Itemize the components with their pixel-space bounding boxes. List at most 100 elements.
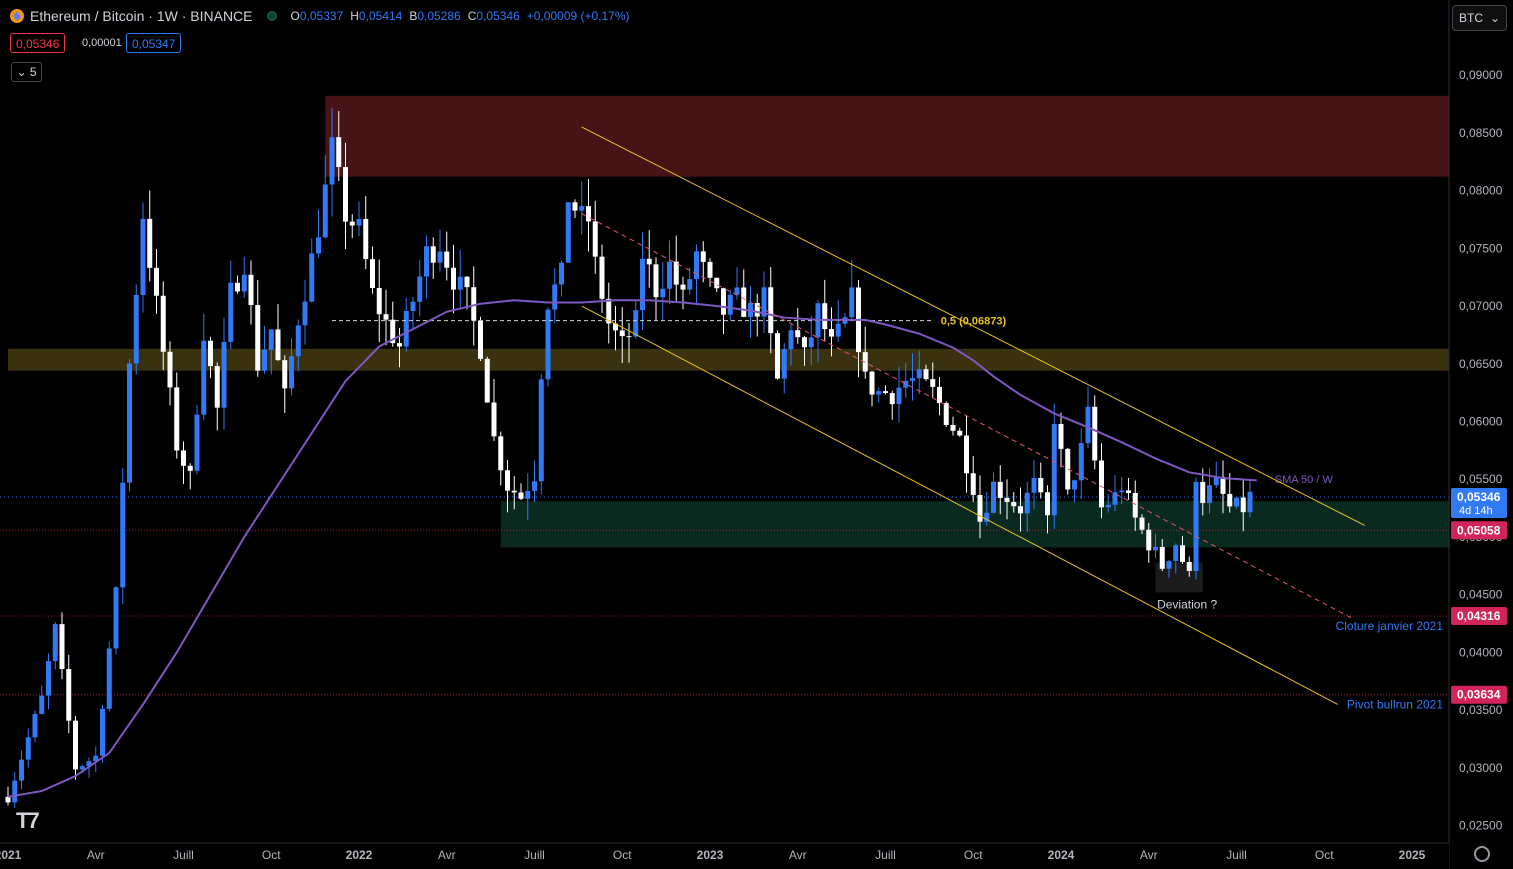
candle-body: [626, 336, 632, 338]
tradingview-logo-icon[interactable]: T7: [16, 808, 40, 833]
candle-body: [667, 261, 672, 289]
candle-body: [721, 288, 726, 315]
candle-body: [248, 274, 254, 306]
ohlc-key: C: [467, 9, 477, 23]
candle-body: [1126, 490, 1131, 493]
candle-body: [997, 481, 1003, 498]
candle-body: [444, 251, 450, 268]
candle-body: [802, 337, 807, 348]
countdown-label: 4d 14h: [1459, 505, 1493, 517]
candle-body: [214, 366, 220, 408]
candle-body: [1119, 490, 1125, 493]
level-price-tag-label: 0,05058: [1457, 523, 1501, 537]
candle-body: [727, 294, 733, 315]
spread-value: 0,00001: [82, 37, 122, 49]
candle-body: [52, 624, 58, 662]
candle-body: [457, 276, 463, 290]
candle-body: [376, 288, 382, 315]
candle-body: [491, 402, 497, 437]
price-tick-label: 0,05500: [1459, 472, 1503, 486]
candle-body: [991, 481, 996, 513]
price-tick-label: 0,06500: [1459, 357, 1503, 371]
candle-body: [592, 221, 598, 257]
candle-body: [1200, 481, 1206, 504]
price-tick-label: 0,08000: [1459, 184, 1503, 198]
candle-body: [511, 490, 517, 493]
ohlc-value: 0,05286: [417, 9, 461, 23]
resistance-zone: [325, 95, 1449, 177]
candle-body: [1234, 497, 1239, 507]
candle-body: [923, 369, 929, 380]
support-zone: [500, 501, 1449, 548]
candle-body: [606, 298, 612, 324]
price-tick-label: 0,09000: [1459, 68, 1503, 82]
candle-body: [889, 393, 895, 405]
candle-body: [1092, 406, 1098, 461]
sma-label: SMA 50 / W: [1275, 474, 1334, 486]
candle-body: [113, 587, 119, 649]
bid-price-button[interactable]: 0,05346: [10, 33, 66, 53]
symbol-title[interactable]: Ethereum / Bitcoin · 1W · BINANCE: [30, 8, 253, 24]
price-tick-label: 0,08500: [1459, 126, 1503, 140]
candle-body: [937, 386, 942, 404]
candle-body: [478, 320, 483, 359]
candle-body: [876, 391, 882, 395]
ask-price-button[interactable]: 0,05347: [126, 33, 182, 53]
candle-body: [127, 363, 132, 483]
price-axis-bg: [1449, 0, 1513, 869]
candle-body: [795, 330, 801, 338]
zones: [8, 95, 1449, 593]
market-status-icon: [266, 11, 277, 21]
candle-body: [518, 492, 524, 499]
sma-50-line: [7, 299, 1257, 798]
candle-body: [140, 218, 146, 295]
candle-body: [302, 301, 308, 326]
indicators-toggle[interactable]: ⌄ 5: [11, 62, 42, 82]
time-tick-label: Avr: [789, 848, 807, 862]
candle-body: [329, 137, 335, 185]
candle-body: [964, 435, 969, 474]
candle-body: [1247, 491, 1253, 513]
candle-body: [599, 256, 605, 299]
indicators-count: 5: [29, 65, 37, 79]
candle-body: [1166, 561, 1172, 569]
candle-body: [336, 137, 342, 168]
candle-body: [221, 341, 227, 408]
candle-body: [309, 253, 315, 302]
candle-body: [370, 259, 375, 289]
candle-body: [12, 780, 18, 803]
candle-body: [505, 470, 510, 491]
candle-body: [694, 251, 699, 280]
candle-body: [916, 369, 922, 379]
candle-body: [322, 184, 328, 238]
candle-body: [680, 284, 686, 290]
candle-body: [1186, 561, 1192, 572]
time-tick-label: Juill: [1226, 848, 1247, 862]
candle-body: [1139, 517, 1145, 530]
channel-midline: [581, 213, 1352, 619]
candle-body: [673, 261, 679, 285]
gear-icon[interactable]: [1474, 846, 1490, 862]
time-tick-label: Juill: [524, 848, 545, 862]
candle-body: [1227, 493, 1233, 507]
candle-body: [451, 267, 456, 290]
price-axis: 0,02500 0,03000 0,03500 0,04000 0,04500 0,050…: [1448, 0, 1513, 869]
candle-body: [1213, 476, 1219, 486]
time-tick-label: 2022: [346, 848, 373, 862]
candle-body: [579, 206, 585, 211]
candle-body: [1058, 423, 1064, 449]
candle-body: [295, 325, 301, 357]
time-tick-label: 2025: [1399, 848, 1426, 862]
ohlc-values: O0,05337 H0,05414 B0,05286 C0,05346 +0,0…: [291, 9, 630, 23]
time-tick-label: Oct: [1315, 848, 1334, 862]
currency-select[interactable]: BTC ⌄: [1452, 5, 1507, 31]
candle-body: [275, 329, 281, 361]
candle-body: [19, 759, 24, 781]
candle-body: [46, 661, 51, 696]
overlays: 0,5 (0,06873) Deviation ? SMA 50 / W: [7, 126, 1365, 798]
price-tick-label: 0,07500: [1459, 241, 1503, 255]
candle-body: [707, 261, 713, 278]
candle-body: [862, 352, 868, 372]
candle-body: [1220, 476, 1226, 494]
